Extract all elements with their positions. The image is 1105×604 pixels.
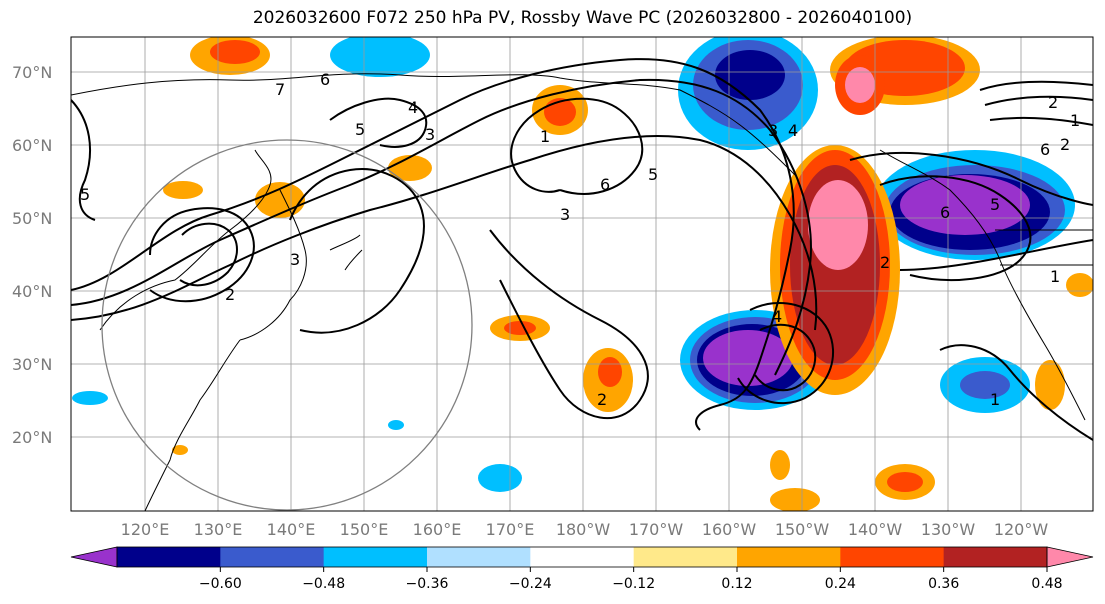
colorbar-tick-label: 0.12 <box>721 576 752 592</box>
region-circle <box>101 139 473 511</box>
contour-label: 7 <box>275 80 285 99</box>
colorbar-segment <box>427 547 531 567</box>
contour-label: 6 <box>1040 140 1050 159</box>
lon-label: 120°W <box>994 520 1049 539</box>
lat-label-40n: 40°N <box>12 282 52 301</box>
colorbar-tick-label: 0.36 <box>928 576 959 592</box>
contour-label: 1 <box>990 390 1000 409</box>
lat-label-30n: 30°N <box>12 355 52 374</box>
contour-label: 3 <box>560 205 570 224</box>
lon-label: 150°W <box>775 520 830 539</box>
colorbar-segments <box>117 547 1048 567</box>
contour-label: 1 <box>1070 111 1080 130</box>
lon-label: 160°E <box>413 520 462 539</box>
map-title: 2026032600 F072 250 hPa PV, Rossby Wave … <box>252 8 913 28</box>
map-frame <box>70 36 1094 512</box>
contour-label: 2 <box>880 253 890 272</box>
contour-labels: 7 6 5 4 3 2 1 3 5 6 3 4 3 2 5 6 2 1 2 1 … <box>80 70 1080 409</box>
contour-label: 6 <box>320 70 330 89</box>
contour-label: 6 <box>940 203 950 222</box>
colorbar-tick-label: −0.48 <box>302 576 345 592</box>
colorbar: −0.60 −0.48 −0.36 −0.24 −0.12 0.12 0.24 0.36 0.4… <box>70 546 1094 592</box>
latitude-labels: 70°N 60°N 50°N 40°N 30°N 20°N <box>12 63 52 447</box>
colorbar-segment <box>840 547 945 567</box>
colorbar-outline <box>116 546 1048 568</box>
colorbar-tick-label: −0.24 <box>509 576 552 592</box>
contour-label: 2 <box>1048 93 1058 112</box>
contour-label: 2 <box>225 285 235 304</box>
lon-label: 140°E <box>267 520 316 539</box>
contour-label: 3 <box>425 125 435 144</box>
contour-label: 5 <box>648 165 658 184</box>
contour-label: 5 <box>355 120 365 139</box>
colorbar-tick-label: −0.36 <box>406 576 449 592</box>
lat-label-70n: 70°N <box>12 63 52 82</box>
colorbar-segment <box>117 547 221 567</box>
lon-label: 140°W <box>848 520 903 539</box>
lon-label: 170°E <box>486 520 535 539</box>
colorbar-segment <box>323 547 428 567</box>
colorbar-min-extension <box>70 546 118 568</box>
contour-label: 5 <box>80 185 90 204</box>
colorbar-max-extension <box>1046 546 1094 568</box>
lon-label: 120°E <box>121 520 170 539</box>
colorbar-tick-label: −0.12 <box>612 576 655 592</box>
colorbar-segment <box>737 547 841 567</box>
contour-label: 1 <box>540 127 550 146</box>
longitude-labels: 120°E 130°E 140°E 150°E 160°E 170°E 180°… <box>121 520 1049 539</box>
colorbar-segment <box>220 547 325 567</box>
pv-contours <box>71 58 1093 441</box>
colorbar-tick-label: 0.24 <box>825 576 856 592</box>
colorbar-segment <box>943 547 1048 567</box>
contour-label: 3 <box>768 121 778 140</box>
lon-label: 160°W <box>702 520 757 539</box>
contour-label: 2 <box>597 390 607 409</box>
lat-label-60n: 60°N <box>12 136 52 155</box>
contour-label: 4 <box>408 98 418 117</box>
contour-label: 4 <box>788 121 798 140</box>
lon-label: 180°W <box>556 520 611 539</box>
pv-anomaly-shading <box>72 37 1093 511</box>
colorbar-ticks: −0.60 −0.48 −0.36 −0.24 −0.12 0.12 0.24 0.36 0.4… <box>199 567 1063 592</box>
colorbar-tick-label: −0.60 <box>199 576 242 592</box>
contour-label: 1 <box>1050 267 1060 286</box>
contour-label: 3 <box>290 250 300 269</box>
colorbar-segment <box>633 547 738 567</box>
lat-label-20n: 20°N <box>12 428 52 447</box>
contour-label: 4 <box>772 307 782 326</box>
lon-label: 130°W <box>921 520 976 539</box>
contour-label: 6 <box>600 175 610 194</box>
coastlines <box>71 73 1093 511</box>
lon-label: 170°W <box>629 520 684 539</box>
colorbar-segment <box>530 547 635 567</box>
contour-label: 2 <box>1060 135 1070 154</box>
contour-label: 5 <box>990 195 1000 214</box>
colorbar-tick-label: 0.48 <box>1031 576 1062 592</box>
lon-label: 130°E <box>194 520 243 539</box>
lon-label: 150°E <box>340 520 389 539</box>
lat-label-50n: 50°N <box>12 209 52 228</box>
